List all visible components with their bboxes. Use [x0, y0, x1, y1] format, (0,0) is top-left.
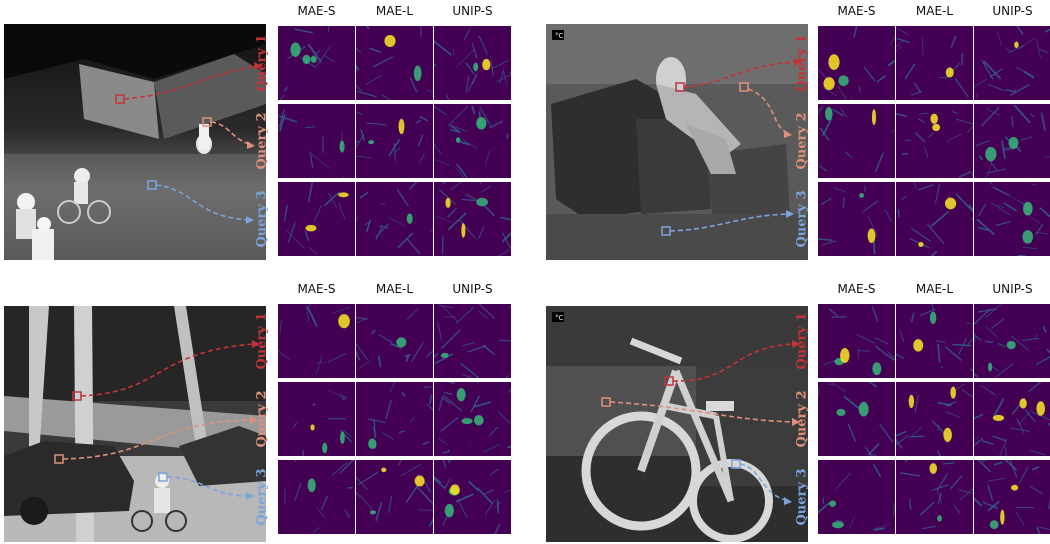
- query-1-label: Query 1: [794, 304, 810, 378]
- attention-map: [356, 382, 433, 456]
- panel-bottom-right: °C MAE-S MAE-L UNIP-S Query 1 Query 2 Qu…: [546, 282, 1050, 544]
- column-header: UNIP-S: [974, 4, 1050, 18]
- attention-map: [974, 104, 1050, 178]
- panel-top-right: °C MAE-S MAE-L UNIP-S Query 1 Query 2 Qu…: [546, 4, 1050, 266]
- attention-map: [818, 382, 895, 456]
- column-header: UNIP-S: [974, 282, 1050, 296]
- query-1-label: Query 1: [794, 26, 810, 100]
- attention-map: [434, 304, 511, 378]
- attention-map: [818, 304, 895, 378]
- attention-map: [356, 104, 433, 178]
- attention-map: [974, 382, 1050, 456]
- attention-map: [818, 182, 895, 256]
- attention-map: [818, 460, 895, 534]
- thermal-image: °C: [546, 306, 808, 542]
- panel-top-left: MAE-S MAE-L UNIP-S Query 1 Query 2 Query…: [4, 4, 514, 266]
- thermal-image: [4, 24, 266, 260]
- temperature-unit-icon: °C: [555, 32, 564, 40]
- query-3-label: Query 3: [254, 182, 270, 256]
- attention-map: [434, 182, 511, 256]
- column-header: MAE-L: [356, 282, 433, 296]
- attention-map: [896, 26, 973, 100]
- attention-map: [974, 304, 1050, 378]
- query-2-label: Query 2: [794, 104, 810, 178]
- attention-map: [434, 104, 511, 178]
- column-header: UNIP-S: [434, 282, 511, 296]
- attention-map: [896, 382, 973, 456]
- attention-map: [896, 182, 973, 256]
- attention-map: [434, 382, 511, 456]
- attention-map: [278, 460, 355, 534]
- attention-map: [974, 460, 1050, 534]
- attention-map: [434, 26, 511, 100]
- column-header: MAE-S: [818, 282, 895, 296]
- query-3-label: Query 3: [794, 182, 810, 256]
- query-2-label: Query 2: [254, 382, 270, 456]
- attention-map: [278, 382, 355, 456]
- column-header: MAE-S: [278, 282, 355, 296]
- panel-bottom-left: MAE-S MAE-L UNIP-S Query 1 Query 2 Query…: [4, 282, 514, 544]
- column-header: MAE-S: [818, 4, 895, 18]
- thermal-image: °C: [546, 24, 808, 260]
- column-header: MAE-L: [356, 4, 433, 18]
- column-header: MAE-L: [896, 282, 973, 296]
- attention-map: [356, 182, 433, 256]
- attention-map: [974, 26, 1050, 100]
- attention-map: [356, 304, 433, 378]
- attention-map: [278, 304, 355, 378]
- query-3-label: Query 3: [254, 460, 270, 534]
- attention-map: [278, 182, 355, 256]
- attention-map: [278, 104, 355, 178]
- query-1-label: Query 1: [254, 26, 270, 100]
- thermal-image: [4, 306, 266, 542]
- attention-map: [434, 460, 511, 534]
- column-header: MAE-L: [896, 4, 973, 18]
- column-header: MAE-S: [278, 4, 355, 18]
- query-3-label: Query 3: [794, 460, 810, 534]
- query-2-label: Query 2: [254, 104, 270, 178]
- attention-map: [896, 304, 973, 378]
- attention-map: [356, 460, 433, 534]
- query-2-label: Query 2: [794, 382, 810, 456]
- attention-map: [896, 104, 973, 178]
- temperature-unit-icon: °C: [555, 314, 564, 322]
- attention-map: [356, 26, 433, 100]
- attention-map: [818, 104, 895, 178]
- attention-map: [818, 26, 895, 100]
- attention-map: [896, 460, 973, 534]
- query-1-label: Query 1: [254, 304, 270, 378]
- column-header: UNIP-S: [434, 4, 511, 18]
- attention-map: [278, 26, 355, 100]
- attention-map: [974, 182, 1050, 256]
